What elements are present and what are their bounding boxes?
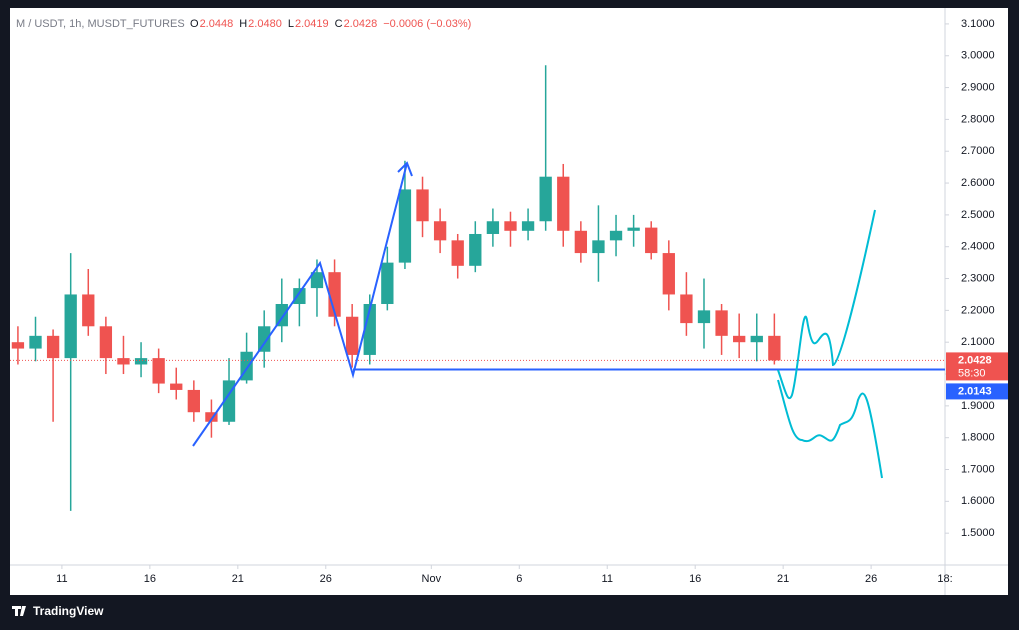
- candle-body: [433, 221, 447, 241]
- x-tick-label: 6: [516, 573, 522, 585]
- x-tick-label: 26: [865, 573, 877, 585]
- ohlc-key: L: [288, 18, 294, 30]
- candle-body: [416, 189, 429, 222]
- x-tick-label: 11: [602, 573, 613, 585]
- x-tick-label: Nov: [422, 573, 442, 585]
- candle-body: [645, 227, 658, 254]
- brand: TradingView: [12, 604, 104, 618]
- y-tick-label: 3.0000: [961, 50, 995, 62]
- candle-body: [398, 189, 412, 263]
- candle-body: [205, 412, 218, 422]
- candle-body: [187, 389, 200, 413]
- candle-body: [117, 358, 130, 365]
- candle-body: [170, 383, 183, 390]
- x-tick-label: 21: [777, 573, 789, 585]
- candle-body: [134, 358, 148, 365]
- level-label: 2.0143: [958, 385, 992, 397]
- y-tick-label: 1.5000: [961, 527, 995, 539]
- level-box: [946, 383, 1008, 400]
- ohlc-value: 2.0480: [248, 18, 282, 30]
- projection-up: [777, 209, 876, 400]
- countdown: 58:30: [958, 367, 986, 379]
- candle-body: [310, 272, 324, 289]
- marks: [10, 65, 945, 511]
- x-tick-label: 21: [232, 573, 244, 585]
- ohlc-value: 2.0448: [200, 18, 234, 30]
- arrow-head: [397, 161, 413, 177]
- y-tick-label: 2.3000: [961, 272, 995, 284]
- candle-body: [768, 335, 781, 361]
- x-tick-label: 11: [56, 573, 67, 585]
- candle-body: [592, 240, 605, 254]
- candle-body: [733, 335, 746, 343]
- y-tick-label: 2.6000: [961, 177, 995, 189]
- candle-body: [451, 240, 464, 266]
- y-tick-label: 2.1000: [961, 336, 995, 348]
- candle-body: [697, 310, 711, 324]
- last-price-label: 2.0428: [958, 354, 992, 366]
- candle-body: [293, 288, 306, 305]
- candle-body: [381, 262, 394, 305]
- change: −0.0006 (−0.03%): [383, 18, 471, 30]
- candle-body: [469, 233, 482, 266]
- zigzag-drawing: [192, 162, 408, 447]
- y-tick-label: 2.4000: [961, 241, 995, 253]
- candle-body: [64, 294, 77, 359]
- pane: [10, 8, 1008, 595]
- candle-body: [521, 221, 535, 231]
- brand-logo: [12, 606, 26, 616]
- candle-body: [363, 304, 376, 355]
- candle-body: [99, 326, 113, 359]
- projection-down: [777, 379, 883, 479]
- ohlc-value: 2.0428: [344, 18, 378, 30]
- candle-body: [609, 230, 623, 241]
- brand-name: TradingView: [33, 604, 104, 618]
- x-tick-label: 18:: [937, 573, 952, 585]
- y-tick-label: 1.8000: [961, 432, 995, 444]
- ohlc-legend: O 2.0448 H 2.0480 L 2.0419 C 2.0428 −0.0006 (−0.…: [190, 18, 471, 30]
- candle-body: [680, 294, 693, 324]
- candle-body: [82, 294, 95, 327]
- y-tick-label: 1.6000: [961, 495, 995, 507]
- candle-body: [346, 316, 359, 355]
- candle-body: [557, 176, 570, 231]
- ohlc-key: C: [335, 18, 343, 30]
- y-tick-label: 2.2000: [961, 304, 995, 316]
- candle-body: [46, 335, 60, 359]
- y-tick-label: 3.1000: [961, 18, 995, 30]
- candle-body: [574, 230, 588, 254]
- candle-body: [11, 342, 25, 349]
- x-tick-label: 16: [689, 573, 701, 585]
- y-tick-label: 2.9000: [961, 81, 995, 93]
- candle-body: [715, 310, 728, 336]
- candle-body: [504, 221, 517, 231]
- candle-body: [29, 335, 42, 349]
- ohlc-key: H: [239, 18, 247, 30]
- candle-body: [539, 176, 552, 222]
- x-tick-label: 16: [144, 573, 156, 585]
- candle-body: [275, 304, 288, 327]
- ohlc-value: 2.0419: [295, 18, 329, 30]
- candle-body: [750, 335, 763, 343]
- x-tick-label: 26: [320, 573, 332, 585]
- candle-body: [627, 227, 640, 231]
- candle-body: [258, 326, 271, 352]
- y-tick-label: 2.5000: [961, 209, 995, 221]
- y-tick-label: 2.8000: [961, 113, 995, 125]
- last-price-box: [946, 352, 1008, 381]
- symbol: M / USDT, 1h, MUSDT_FUTURES: [16, 18, 185, 30]
- candle-body: [152, 358, 165, 384]
- y-tick-label: 1.7000: [961, 463, 995, 475]
- candle-body: [486, 221, 500, 234]
- y-tick-label: 1.9000: [961, 400, 995, 412]
- candle-body: [328, 272, 341, 317]
- candle-body: [662, 253, 675, 295]
- y-tick-label: 2.7000: [961, 145, 995, 157]
- ohlc-key: O: [190, 18, 199, 30]
